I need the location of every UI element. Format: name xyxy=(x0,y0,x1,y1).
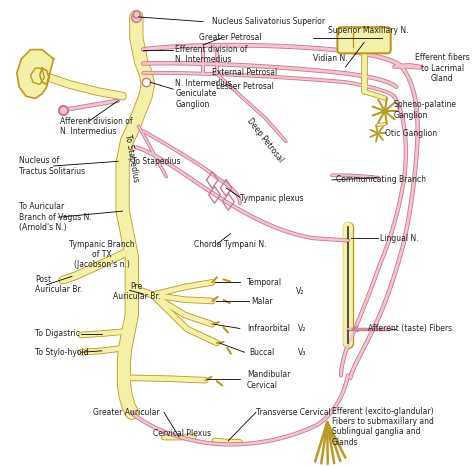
Text: Efferent (excito-glandular)
Fibers to submaxillary and
Sublingual ganglia and
Gl: Efferent (excito-glandular) Fibers to su… xyxy=(332,407,434,447)
Text: Afferent (taste) Fibers: Afferent (taste) Fibers xyxy=(368,325,452,333)
Text: Afferent division of
N. Intermedius: Afferent division of N. Intermedius xyxy=(61,117,133,136)
Text: N. Intermedius
Geniculate
Ganglion: N. Intermedius Geniculate Ganglion xyxy=(175,79,232,109)
Text: Chorda Tympani N.: Chorda Tympani N. xyxy=(194,240,267,249)
Text: Vidian N.: Vidian N. xyxy=(313,54,348,64)
Text: Deep Petrosal: Deep Petrosal xyxy=(245,117,285,164)
Text: Mandibular
Cervical: Mandibular Cervical xyxy=(247,370,290,390)
Text: To Stylo-hyoid: To Stylo-hyoid xyxy=(35,348,89,357)
Text: Greater Auricular: Greater Auricular xyxy=(93,408,159,417)
Text: Efferent division of
N. Intermedius: Efferent division of N. Intermedius xyxy=(175,44,248,64)
Text: V₂: V₂ xyxy=(295,287,304,296)
Text: To Auricular
Branch of Vagus N.
(Arnold's N.): To Auricular Branch of Vagus N. (Arnold'… xyxy=(19,202,92,232)
Text: Malar: Malar xyxy=(251,297,273,305)
Text: V₂: V₂ xyxy=(298,324,306,333)
Text: Lingual N.: Lingual N. xyxy=(380,234,419,243)
Text: Infraorbital: Infraorbital xyxy=(247,324,290,333)
Text: Buccal: Buccal xyxy=(249,348,274,357)
Text: Spheno-palatine
Ganglion: Spheno-palatine Ganglion xyxy=(394,100,457,120)
Text: Lesser Petrosal: Lesser Petrosal xyxy=(216,82,273,92)
Text: Transverse Cervical: Transverse Cervical xyxy=(256,408,331,417)
Text: External Petrosal: External Petrosal xyxy=(212,68,277,78)
Text: Tympanic plexus: Tympanic plexus xyxy=(240,194,303,203)
Text: Tympanic Branch
of TX
(Jacobson's n.): Tympanic Branch of TX (Jacobson's n.) xyxy=(69,240,135,269)
Polygon shape xyxy=(17,50,54,99)
Text: Pre
Auricular Br.: Pre Auricular Br. xyxy=(113,282,160,301)
Text: Nucleus Salivatorius Superior: Nucleus Salivatorius Superior xyxy=(212,17,325,26)
Text: Temporal: Temporal xyxy=(247,278,282,287)
Text: V₃: V₃ xyxy=(298,348,306,357)
Text: Superior Maxillary N.: Superior Maxillary N. xyxy=(328,27,409,35)
Text: Nucleus of
Tractus Solitarius: Nucleus of Tractus Solitarius xyxy=(19,156,85,176)
Text: Efferent fibers
to Lacrimal
Gland: Efferent fibers to Lacrimal Gland xyxy=(415,53,470,83)
Text: Cervical Plexus: Cervical Plexus xyxy=(153,429,211,438)
FancyBboxPatch shape xyxy=(337,27,391,53)
Text: Post
Auricular Br.: Post Auricular Br. xyxy=(35,275,82,294)
Text: To Stapedius: To Stapedius xyxy=(123,134,140,183)
Text: Greater Petrosal: Greater Petrosal xyxy=(200,34,262,42)
Text: Otic Ganglion: Otic Ganglion xyxy=(385,129,437,138)
Text: Communicating Branch: Communicating Branch xyxy=(337,176,427,184)
Text: To Digastric: To Digastric xyxy=(35,329,80,338)
Text: To Stapedius: To Stapedius xyxy=(132,157,180,166)
